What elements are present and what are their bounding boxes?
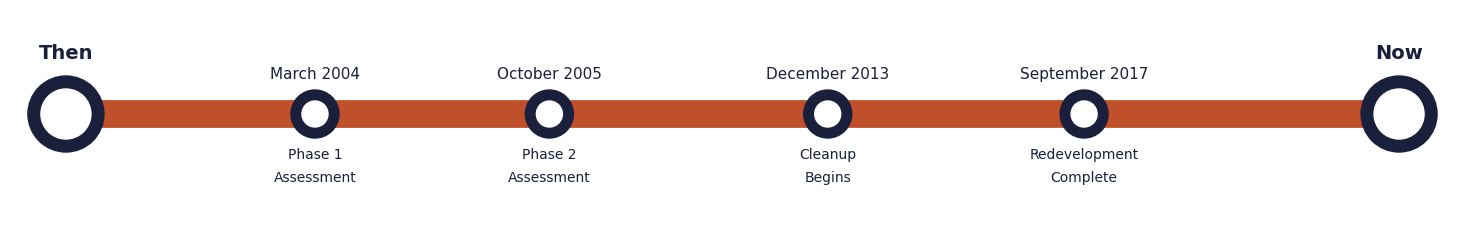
- Ellipse shape: [536, 101, 563, 128]
- Text: Redevelopment
Complete: Redevelopment Complete: [1030, 147, 1138, 184]
- Ellipse shape: [804, 91, 851, 138]
- Text: October 2005: October 2005: [497, 66, 602, 82]
- Text: Now: Now: [1376, 44, 1423, 63]
- Ellipse shape: [1071, 101, 1097, 128]
- Ellipse shape: [302, 101, 328, 128]
- Ellipse shape: [815, 101, 841, 128]
- Text: Phase 2
Assessment: Phase 2 Assessment: [508, 147, 590, 184]
- Text: September 2017: September 2017: [1020, 66, 1149, 82]
- Ellipse shape: [41, 90, 91, 139]
- Text: December 2013: December 2013: [766, 66, 889, 82]
- Text: March 2004: March 2004: [270, 66, 360, 82]
- Ellipse shape: [28, 77, 104, 152]
- Ellipse shape: [1061, 91, 1108, 138]
- Text: Phase 1
Assessment: Phase 1 Assessment: [274, 147, 356, 184]
- Text: Then: Then: [38, 44, 94, 63]
- Ellipse shape: [292, 91, 338, 138]
- Ellipse shape: [1374, 90, 1424, 139]
- Ellipse shape: [1361, 77, 1437, 152]
- Text: Cleanup
Begins: Cleanup Begins: [800, 147, 856, 184]
- Ellipse shape: [526, 91, 573, 138]
